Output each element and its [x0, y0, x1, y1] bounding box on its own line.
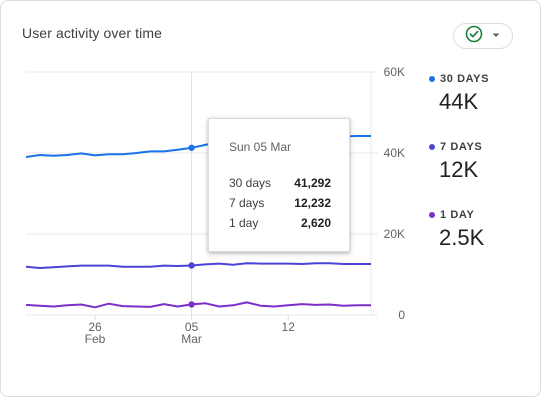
- y-tick-label: 20K: [384, 227, 405, 241]
- legend-value: 2.5K: [439, 225, 485, 250]
- tooltip-date: Sun 05 Mar: [229, 140, 292, 154]
- check-circle-icon: [465, 25, 483, 48]
- legend-item: 1 DAY 2.5K: [429, 209, 539, 251]
- x-tick-label: 05: [185, 320, 199, 334]
- tooltip-row-label: 7 days: [229, 196, 265, 210]
- legend-value: 12K: [439, 157, 479, 182]
- series-point-7-days: [188, 262, 195, 269]
- y-tick-label: 40K: [384, 146, 405, 160]
- legend-label-row: 30 DAYS: [429, 73, 539, 85]
- legend-label: 30 DAYS: [440, 73, 490, 85]
- x-tick-sublabel: Feb: [85, 332, 106, 346]
- legend-label-row: 1 DAY: [429, 209, 539, 221]
- legend-dot-icon: [429, 76, 435, 82]
- chart-tooltip: Sun 05 Mar 30 days 41,292 7 days 12,232 …: [208, 118, 350, 252]
- series-point-1-day: [188, 301, 195, 308]
- legend-dot-icon: [429, 212, 435, 218]
- legend-value: 44K: [439, 89, 479, 114]
- legend-label: 1 DAY: [440, 209, 475, 221]
- tooltip-row-7-days: 7 days 12,232: [229, 196, 331, 210]
- tooltip-row-30-days: 30 days 41,292: [229, 176, 331, 190]
- compare-dropdown-button[interactable]: [453, 23, 513, 49]
- legend-item: 7 DAYS 12K: [429, 141, 539, 183]
- x-tick-label: 12: [282, 320, 296, 334]
- series-line-1-day: [25, 301, 371, 309]
- x-tick-label: 26: [88, 320, 102, 334]
- legend-label: 7 DAYS: [440, 141, 483, 153]
- card-title: User activity over time: [22, 25, 162, 41]
- caret-down-icon: [491, 27, 501, 45]
- series-point-30-days: [188, 144, 195, 151]
- series-line-7-days: [25, 262, 371, 269]
- legend-item: 30 DAYS 44K: [429, 73, 539, 115]
- y-tick-label: 0: [398, 308, 405, 322]
- tooltip-row-label: 30 days: [229, 176, 272, 190]
- tooltip-row-value: 12,232: [294, 196, 331, 210]
- tooltip-row-1-day: 1 day 2,620: [229, 216, 331, 230]
- tooltip-row-label: 1 day: [229, 216, 259, 230]
- y-tick-label: 60K: [384, 65, 405, 79]
- tooltip-row-value: 41,292: [294, 176, 331, 190]
- tooltip-row-value: 2,620: [300, 216, 331, 230]
- legend-dot-icon: [429, 144, 435, 150]
- legend-label-row: 7 DAYS: [429, 141, 539, 153]
- x-tick-sublabel: Mar: [181, 332, 202, 346]
